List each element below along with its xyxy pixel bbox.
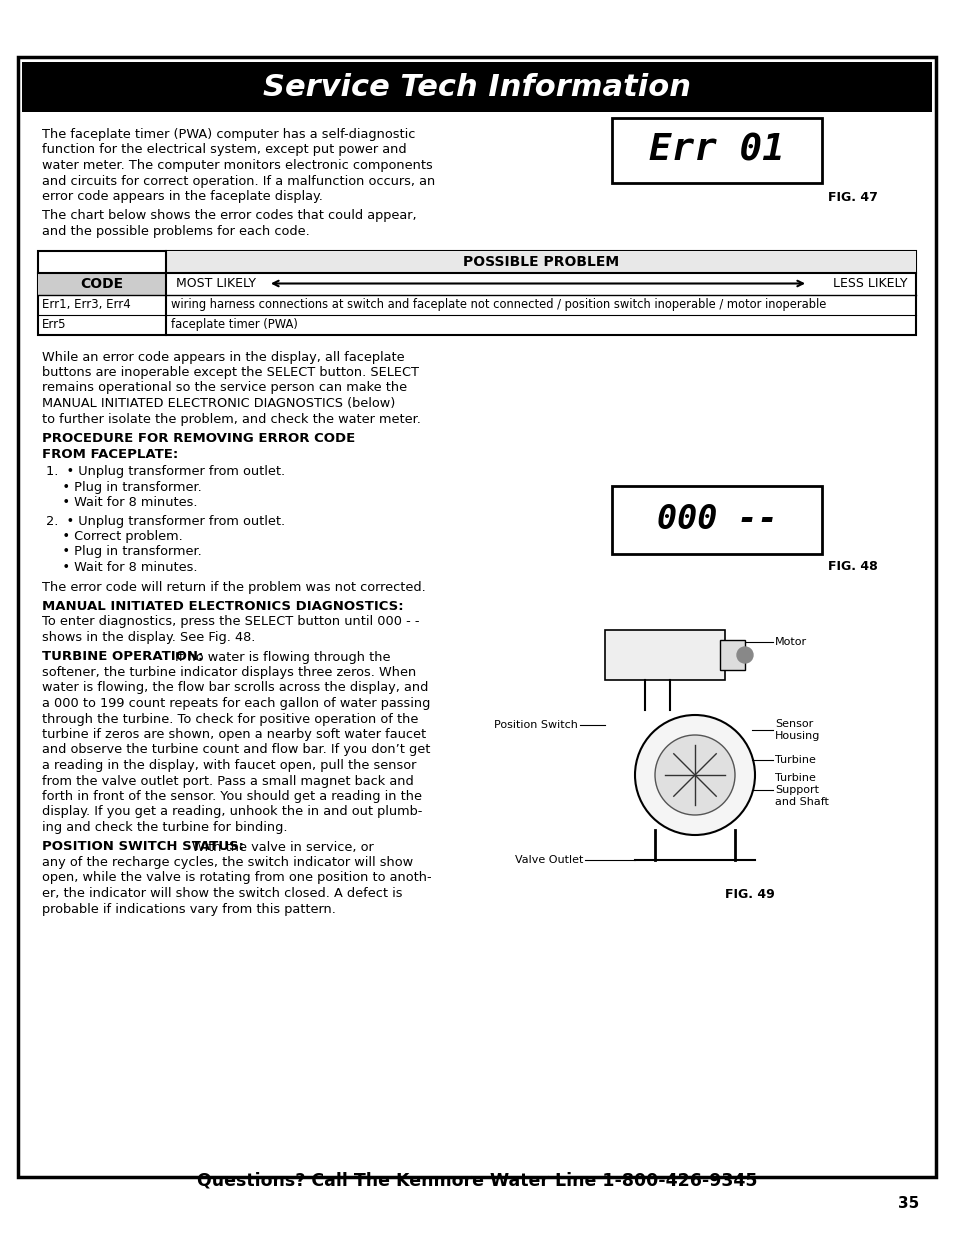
Bar [612, 485, 821, 553]
Text: remains operational so the service person can make the: remains operational so the service perso… [42, 382, 407, 394]
Text: Err5: Err5 [42, 317, 67, 331]
Bar [38, 251, 915, 335]
Text: TURBINE OPERATION:: TURBINE OPERATION: [42, 651, 203, 663]
Text: function for the electrical system, except put power and: function for the electrical system, exce… [42, 143, 406, 157]
Text: POSSIBLE PROBLEM: POSSIBLE PROBLEM [462, 254, 618, 268]
Text: MANUAL INITIATED ELECTRONICS DIAGNOSTICS:: MANUAL INITIATED ELECTRONICS DIAGNOSTICS… [42, 600, 403, 613]
Text: Err1, Err3, Err4: Err1, Err3, Err4 [42, 298, 131, 311]
Text: water meter. The computer monitors electronic components: water meter. The computer monitors elect… [42, 159, 433, 172]
Text: forth in front of the sensor. You should get a reading in the: forth in front of the sensor. You should… [42, 790, 421, 803]
Text: • Correct problem.: • Correct problem. [46, 530, 183, 543]
Bar [720, 640, 744, 671]
Bar [22, 62, 931, 112]
Text: CODE: CODE [80, 277, 124, 290]
Text: FIG. 49: FIG. 49 [724, 888, 774, 902]
Text: error code appears in the faceplate display.: error code appears in the faceplate disp… [42, 190, 322, 203]
Text: shows in the display. See Fig. 48.: shows in the display. See Fig. 48. [42, 631, 255, 643]
Bar [604, 630, 724, 680]
Text: While an error code appears in the display, all faceplate: While an error code appears in the displ… [42, 351, 404, 363]
Text: display. If you get a reading, unhook the in and out plumb-: display. If you get a reading, unhook th… [42, 805, 422, 819]
Text: Turbine
Support
and Shaft: Turbine Support and Shaft [774, 773, 828, 808]
Bar [612, 119, 821, 183]
Text: from the valve outlet port. Pass a small magnet back and: from the valve outlet port. Pass a small… [42, 774, 414, 788]
Text: If no water is flowing through the: If no water is flowing through the [174, 651, 390, 663]
Text: open, while the valve is rotating from one position to anoth-: open, while the valve is rotating from o… [42, 872, 431, 884]
Text: a 000 to 199 count repeats for each gallon of water passing: a 000 to 199 count repeats for each gall… [42, 697, 430, 710]
Bar [166, 251, 915, 273]
Text: Valve Outlet: Valve Outlet [514, 855, 582, 864]
Text: 000 --: 000 -- [656, 503, 777, 536]
Text: and the possible problems for each code.: and the possible problems for each code. [42, 225, 310, 238]
Text: and circuits for correct operation. If a malfunction occurs, an: and circuits for correct operation. If a… [42, 174, 435, 188]
Text: 2.  • Unplug transformer from outlet.: 2. • Unplug transformer from outlet. [46, 515, 285, 527]
Text: • Wait for 8 minutes.: • Wait for 8 minutes. [46, 561, 197, 574]
Text: 1.  • Unplug transformer from outlet.: 1. • Unplug transformer from outlet. [46, 466, 285, 478]
Text: MANUAL INITIATED ELECTRONIC DIAGNOSTICS (below): MANUAL INITIATED ELECTRONIC DIAGNOSTICS … [42, 396, 395, 410]
Text: ing and check the turbine for binding.: ing and check the turbine for binding. [42, 821, 287, 834]
Text: any of the recharge cycles, the switch indicator will show: any of the recharge cycles, the switch i… [42, 856, 413, 869]
Text: PROCEDURE FOR REMOVING ERROR CODE: PROCEDURE FOR REMOVING ERROR CODE [42, 432, 355, 445]
Text: Motor: Motor [774, 637, 806, 647]
Bar [38, 273, 166, 294]
Text: The error code will return if the problem was not corrected.: The error code will return if the proble… [42, 580, 425, 594]
Text: Err 01: Err 01 [648, 132, 784, 168]
Text: Sensor
Housing: Sensor Housing [774, 719, 820, 741]
Text: • Wait for 8 minutes.: • Wait for 8 minutes. [46, 496, 197, 509]
Text: a reading in the display, with faucet open, pull the sensor: a reading in the display, with faucet op… [42, 760, 416, 772]
Text: • Plug in transformer.: • Plug in transformer. [46, 480, 201, 494]
Text: buttons are inoperable except the SELECT button. SELECT: buttons are inoperable except the SELECT… [42, 366, 418, 379]
Text: To enter diagnostics, press the SELECT button until 000 - -: To enter diagnostics, press the SELECT b… [42, 615, 419, 629]
Circle shape [635, 715, 754, 835]
Text: The faceplate timer (PWA) computer has a self-diagnostic: The faceplate timer (PWA) computer has a… [42, 128, 415, 141]
Text: through the turbine. To check for positive operation of the: through the turbine. To check for positi… [42, 713, 418, 725]
Text: FIG. 47: FIG. 47 [827, 191, 877, 204]
Text: turbine if zeros are shown, open a nearby soft water faucet: turbine if zeros are shown, open a nearb… [42, 727, 426, 741]
Text: • Plug in transformer.: • Plug in transformer. [46, 546, 201, 558]
Text: Service Tech Information: Service Tech Information [263, 73, 690, 101]
Text: water is flowing, the flow bar scrolls across the display, and: water is flowing, the flow bar scrolls a… [42, 682, 428, 694]
Text: POSITION SWITCH STATUS:: POSITION SWITCH STATUS: [42, 841, 244, 853]
Text: wiring harness connections at switch and faceplate not connected / position swit: wiring harness connections at switch and… [171, 298, 825, 311]
Text: MOST LIKELY: MOST LIKELY [175, 277, 255, 290]
Circle shape [655, 735, 734, 815]
Text: With the valve in service, or: With the valve in service, or [192, 841, 374, 853]
Text: and observe the turbine count and flow bar. If you don’t get: and observe the turbine count and flow b… [42, 743, 430, 757]
Text: probable if indications vary from this pattern.: probable if indications vary from this p… [42, 903, 335, 915]
Text: Questions? Call The Kenmore Water Line 1-800-426-9345: Questions? Call The Kenmore Water Line 1… [196, 1171, 757, 1189]
Text: LESS LIKELY: LESS LIKELY [833, 277, 907, 290]
Text: faceplate timer (PWA): faceplate timer (PWA) [171, 317, 297, 331]
Text: Position Switch: Position Switch [494, 720, 578, 730]
Text: to further isolate the problem, and check the water meter.: to further isolate the problem, and chec… [42, 412, 420, 426]
Text: FIG. 48: FIG. 48 [827, 559, 877, 573]
Text: Turbine: Turbine [774, 755, 815, 764]
Text: The chart below shows the error codes that could appear,: The chart below shows the error codes th… [42, 210, 416, 222]
Circle shape [737, 647, 752, 663]
Text: 35: 35 [897, 1195, 918, 1210]
Text: er, the indicator will show the switch closed. A defect is: er, the indicator will show the switch c… [42, 887, 402, 900]
Text: softener, the turbine indicator displays three zeros. When: softener, the turbine indicator displays… [42, 666, 416, 679]
Text: FROM FACEPLATE:: FROM FACEPLATE: [42, 447, 178, 461]
